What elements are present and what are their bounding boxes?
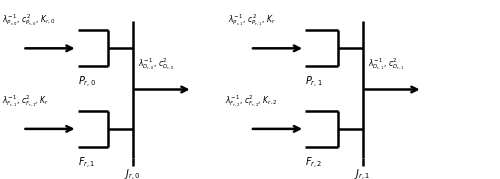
Text: $\lambda^{-1}_{D_{r,1}},\, c^2_{D_{r,1}}$: $\lambda^{-1}_{D_{r,1}},\, c^2_{D_{r,1}}… [368,56,404,72]
Text: $P_{r,1}$: $P_{r,1}$ [305,75,323,90]
Text: $F_{r,2}$: $F_{r,2}$ [305,156,322,171]
Text: $\lambda^{-1}_{P_{r,0}},\, c^2_{P_{r,0}},\, K_{r,0}$: $\lambda^{-1}_{P_{r,0}},\, c^2_{P_{r,0}}… [2,13,56,28]
Text: $J_{r,1}$: $J_{r,1}$ [354,168,370,179]
Text: $\lambda^{-1}_{F_{r,2}},\, c^2_{F_{r,2}},\, K_{r,2}$: $\lambda^{-1}_{F_{r,2}},\, c^2_{F_{r,2}}… [225,93,278,108]
Text: $P_{r,0}$: $P_{r,0}$ [78,75,96,90]
Text: $J_{r,0}$: $J_{r,0}$ [124,168,141,179]
Text: $\lambda^{-1}_{F_{r,1}},\, c^2_{F_{r,1}},\, K_r$: $\lambda^{-1}_{F_{r,1}},\, c^2_{F_{r,1}}… [2,93,50,108]
Text: $\lambda^{-1}_{P_{r,1}},\, c^2_{P_{r,1}},\, K_r$: $\lambda^{-1}_{P_{r,1}},\, c^2_{P_{r,1}}… [228,13,276,28]
Text: $F_{r,1}$: $F_{r,1}$ [78,156,95,171]
Text: $\lambda^{-1}_{D_{r,0}},\, c^2_{D_{r,0}}$: $\lambda^{-1}_{D_{r,0}},\, c^2_{D_{r,0}}… [138,56,173,72]
